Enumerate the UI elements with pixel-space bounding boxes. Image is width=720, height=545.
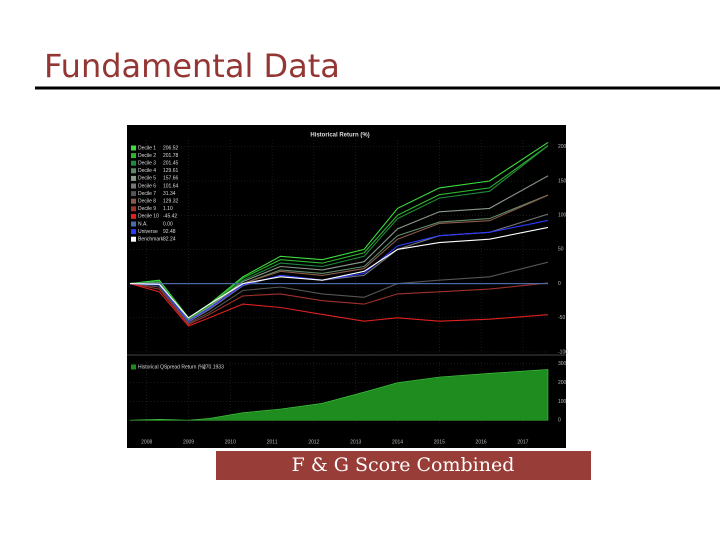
x-tick-label: 2013 xyxy=(350,439,361,445)
legend-swatch xyxy=(131,236,136,242)
legend-label: Universe xyxy=(138,229,158,235)
series-line xyxy=(129,261,549,324)
series-line xyxy=(129,283,549,327)
legend-label: Decile 6 xyxy=(138,183,156,189)
legend-value: 92.48 xyxy=(163,229,176,235)
slide-title: Fundamental Data xyxy=(44,47,340,85)
legend-label: Decile 2 xyxy=(138,153,156,159)
legend-value: 31.34 xyxy=(163,191,176,197)
legend-swatch xyxy=(131,168,136,174)
y-tick-label: 150 xyxy=(558,178,567,184)
series-line xyxy=(129,219,549,322)
legend-swatch xyxy=(131,364,136,370)
series-line xyxy=(129,226,549,319)
x-tick-label: 2008 xyxy=(141,439,152,445)
legend-swatch xyxy=(131,229,136,235)
x-tick-label: 2017 xyxy=(517,439,528,445)
legend-label: Decile 10 xyxy=(138,214,159,220)
legend-label: Decile 7 xyxy=(138,191,156,197)
legend-swatch xyxy=(131,183,136,189)
chart-title: Historical Return (%) xyxy=(310,133,369,139)
legend-value: 157.66 xyxy=(163,176,179,182)
series-line xyxy=(129,282,549,326)
legend-value: 1.10 xyxy=(163,206,173,212)
y-tick-label: 0 xyxy=(558,281,561,287)
y-tick-label: -50 xyxy=(558,315,565,321)
legend-value: 201.45 xyxy=(163,161,179,167)
legend-label: Decile 9 xyxy=(138,206,156,212)
legend-label: Decile 8 xyxy=(138,199,156,205)
legend-label: Decile 1 xyxy=(138,145,156,151)
caption-box xyxy=(216,451,591,480)
legend-swatch xyxy=(131,153,136,159)
legend-value: 270.1933 xyxy=(203,364,224,370)
y-tick-label: 100 xyxy=(558,213,567,219)
plots: 200 150 100 50 0 -50 -100 Decile 1 206.52 Decile … xyxy=(129,140,568,445)
legend-swatch xyxy=(131,175,136,181)
caption: F & G Score Combined xyxy=(292,454,515,476)
y-tick-label: 50 xyxy=(558,247,564,253)
y-tick-label: -100 xyxy=(558,349,568,355)
y-tick-label: 300 xyxy=(558,361,567,367)
x-tick-label: 2014 xyxy=(392,439,403,445)
legend-swatch xyxy=(131,191,136,197)
legend-value: -45.42 xyxy=(163,214,177,220)
x-tick-label: 2009 xyxy=(183,439,194,445)
legend-swatch xyxy=(131,221,136,227)
legend-label: Historical QSpread Return (%) xyxy=(138,364,206,370)
x-tick-label: 2010 xyxy=(225,439,236,445)
y-tick-label: 100 xyxy=(558,399,567,405)
legend-label: Decile 4 xyxy=(138,168,156,174)
x-tick-label: 2011 xyxy=(267,439,278,445)
legend-value: 82.24 xyxy=(163,237,176,243)
legend-label: N.A. xyxy=(138,221,148,227)
legend-value: 101.64 xyxy=(163,183,179,189)
legend-label: Benchmark xyxy=(138,237,164,243)
area xyxy=(129,369,549,421)
x-tick-label: 2012 xyxy=(308,439,319,445)
x-tick-label: 2016 xyxy=(476,439,487,445)
y-tick-label: 200 xyxy=(558,144,567,150)
legend-swatch xyxy=(131,145,136,151)
legend-swatch xyxy=(131,213,136,219)
legend-value: 129.32 xyxy=(163,199,179,205)
y-tick-label: 200 xyxy=(558,380,567,386)
legend-value: 129.61 xyxy=(163,168,179,174)
legend-value: 206.52 xyxy=(163,145,179,151)
legend-value: 0.00 xyxy=(163,221,173,227)
x-tick-label: 2015 xyxy=(434,439,445,445)
legend-label: Decile 5 xyxy=(138,176,156,182)
legend-label: Decile 3 xyxy=(138,161,156,167)
legend-value: 201.78 xyxy=(163,153,179,159)
y-tick-label: 0 xyxy=(558,418,561,424)
legend-swatch xyxy=(131,206,136,212)
legend-swatch xyxy=(131,160,136,166)
legend-swatch xyxy=(131,198,136,204)
